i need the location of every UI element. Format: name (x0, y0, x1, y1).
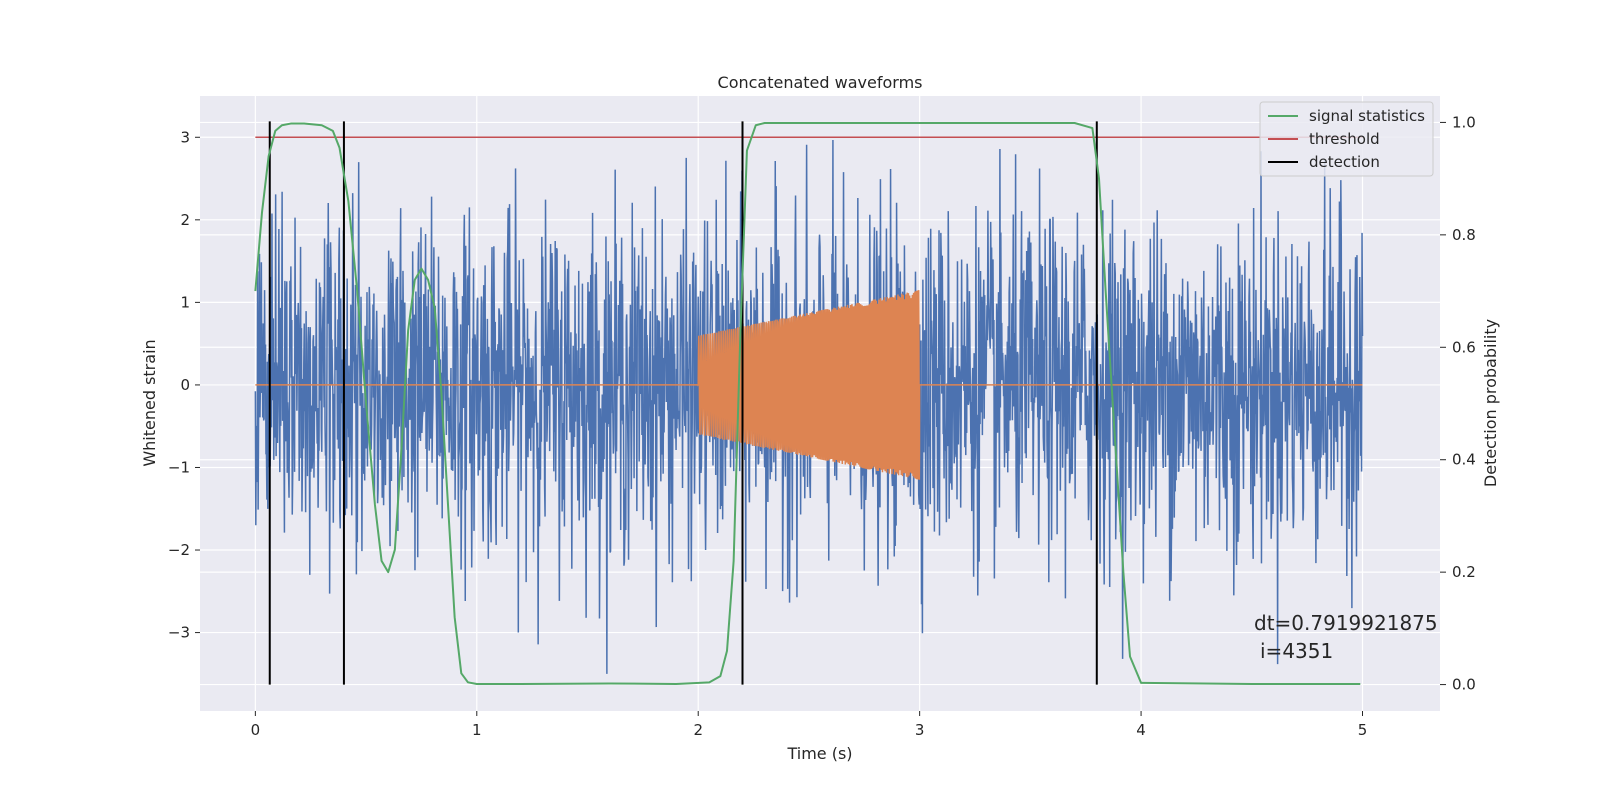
y2-tick-label: 0.6 (1452, 338, 1476, 356)
x-axis-label: Time (s) (786, 744, 852, 763)
legend-detection-label: detection (1309, 153, 1380, 171)
x-tick-label: 4 (1136, 721, 1146, 739)
legend-threshold-label: threshold (1309, 130, 1380, 148)
annotation-i: i=4351 (1260, 639, 1333, 663)
y-tick-label: 1 (180, 293, 190, 311)
ticks-layer: 0 1 2 3 4 5 −3 −2 −1 0 1 2 3 0.0 0.2 0.4 0.6 0.8 1.0 (168, 113, 1476, 739)
y-tick-label: −3 (168, 624, 190, 642)
y-tick-label: 0 (180, 376, 190, 394)
y-tick-label: 2 (180, 211, 190, 229)
y-tick-label: 3 (180, 128, 190, 146)
x-tick-label: 5 (1358, 721, 1368, 739)
y-tick-label: −2 (168, 541, 190, 559)
legend-signal-statistics-label: signal statistics (1309, 107, 1425, 125)
y2-tick-label: 1.0 (1452, 113, 1476, 131)
y2-tick-label: 0.0 (1452, 676, 1476, 694)
y2-tick-label: 0.4 (1452, 451, 1476, 469)
series-layer (254, 121, 1364, 686)
chart-title: Concatenated waveforms (718, 73, 923, 92)
injection-series-line (255, 290, 1363, 480)
legend-box (1259, 101, 1434, 177)
x-tick-label: 0 (251, 721, 261, 739)
y-axis-label: Whitened strain (140, 339, 159, 466)
x-tick-label: 2 (693, 721, 703, 739)
y2-axis-label: Detection probability (1481, 319, 1500, 487)
annotation-dt: dt=0.7919921875 (1254, 611, 1438, 635)
x-tick-label: 3 (915, 721, 925, 739)
signal-statistics-line (254, 121, 1361, 686)
y2-tick-label: 0.2 (1452, 563, 1476, 581)
x-tick-label: 1 (472, 721, 482, 739)
y-tick-label: −1 (168, 458, 190, 476)
y2-tick-label: 0.8 (1452, 226, 1476, 244)
legend: signal statistics threshold detection (1259, 101, 1434, 177)
